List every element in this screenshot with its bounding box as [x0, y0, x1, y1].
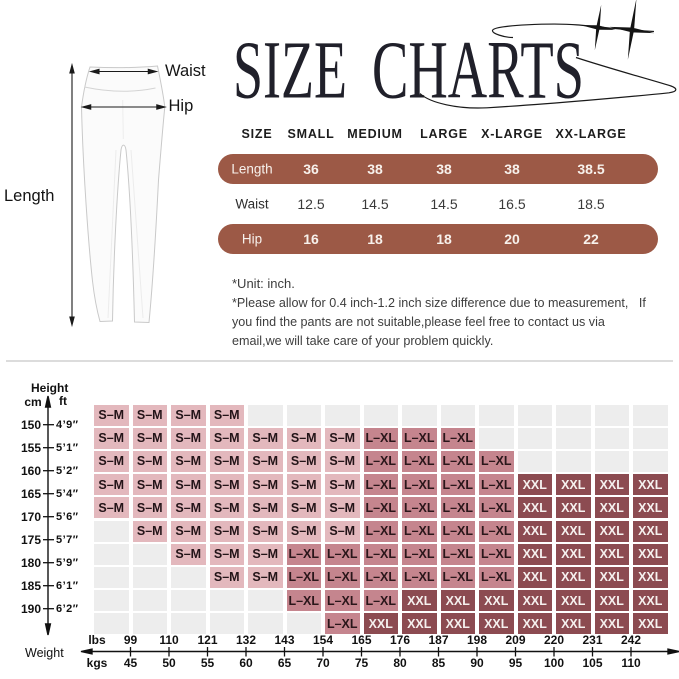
svg-text:SIZE: SIZE: [233, 24, 347, 116]
svg-text:CHARTS: CHARTS: [372, 24, 584, 116]
